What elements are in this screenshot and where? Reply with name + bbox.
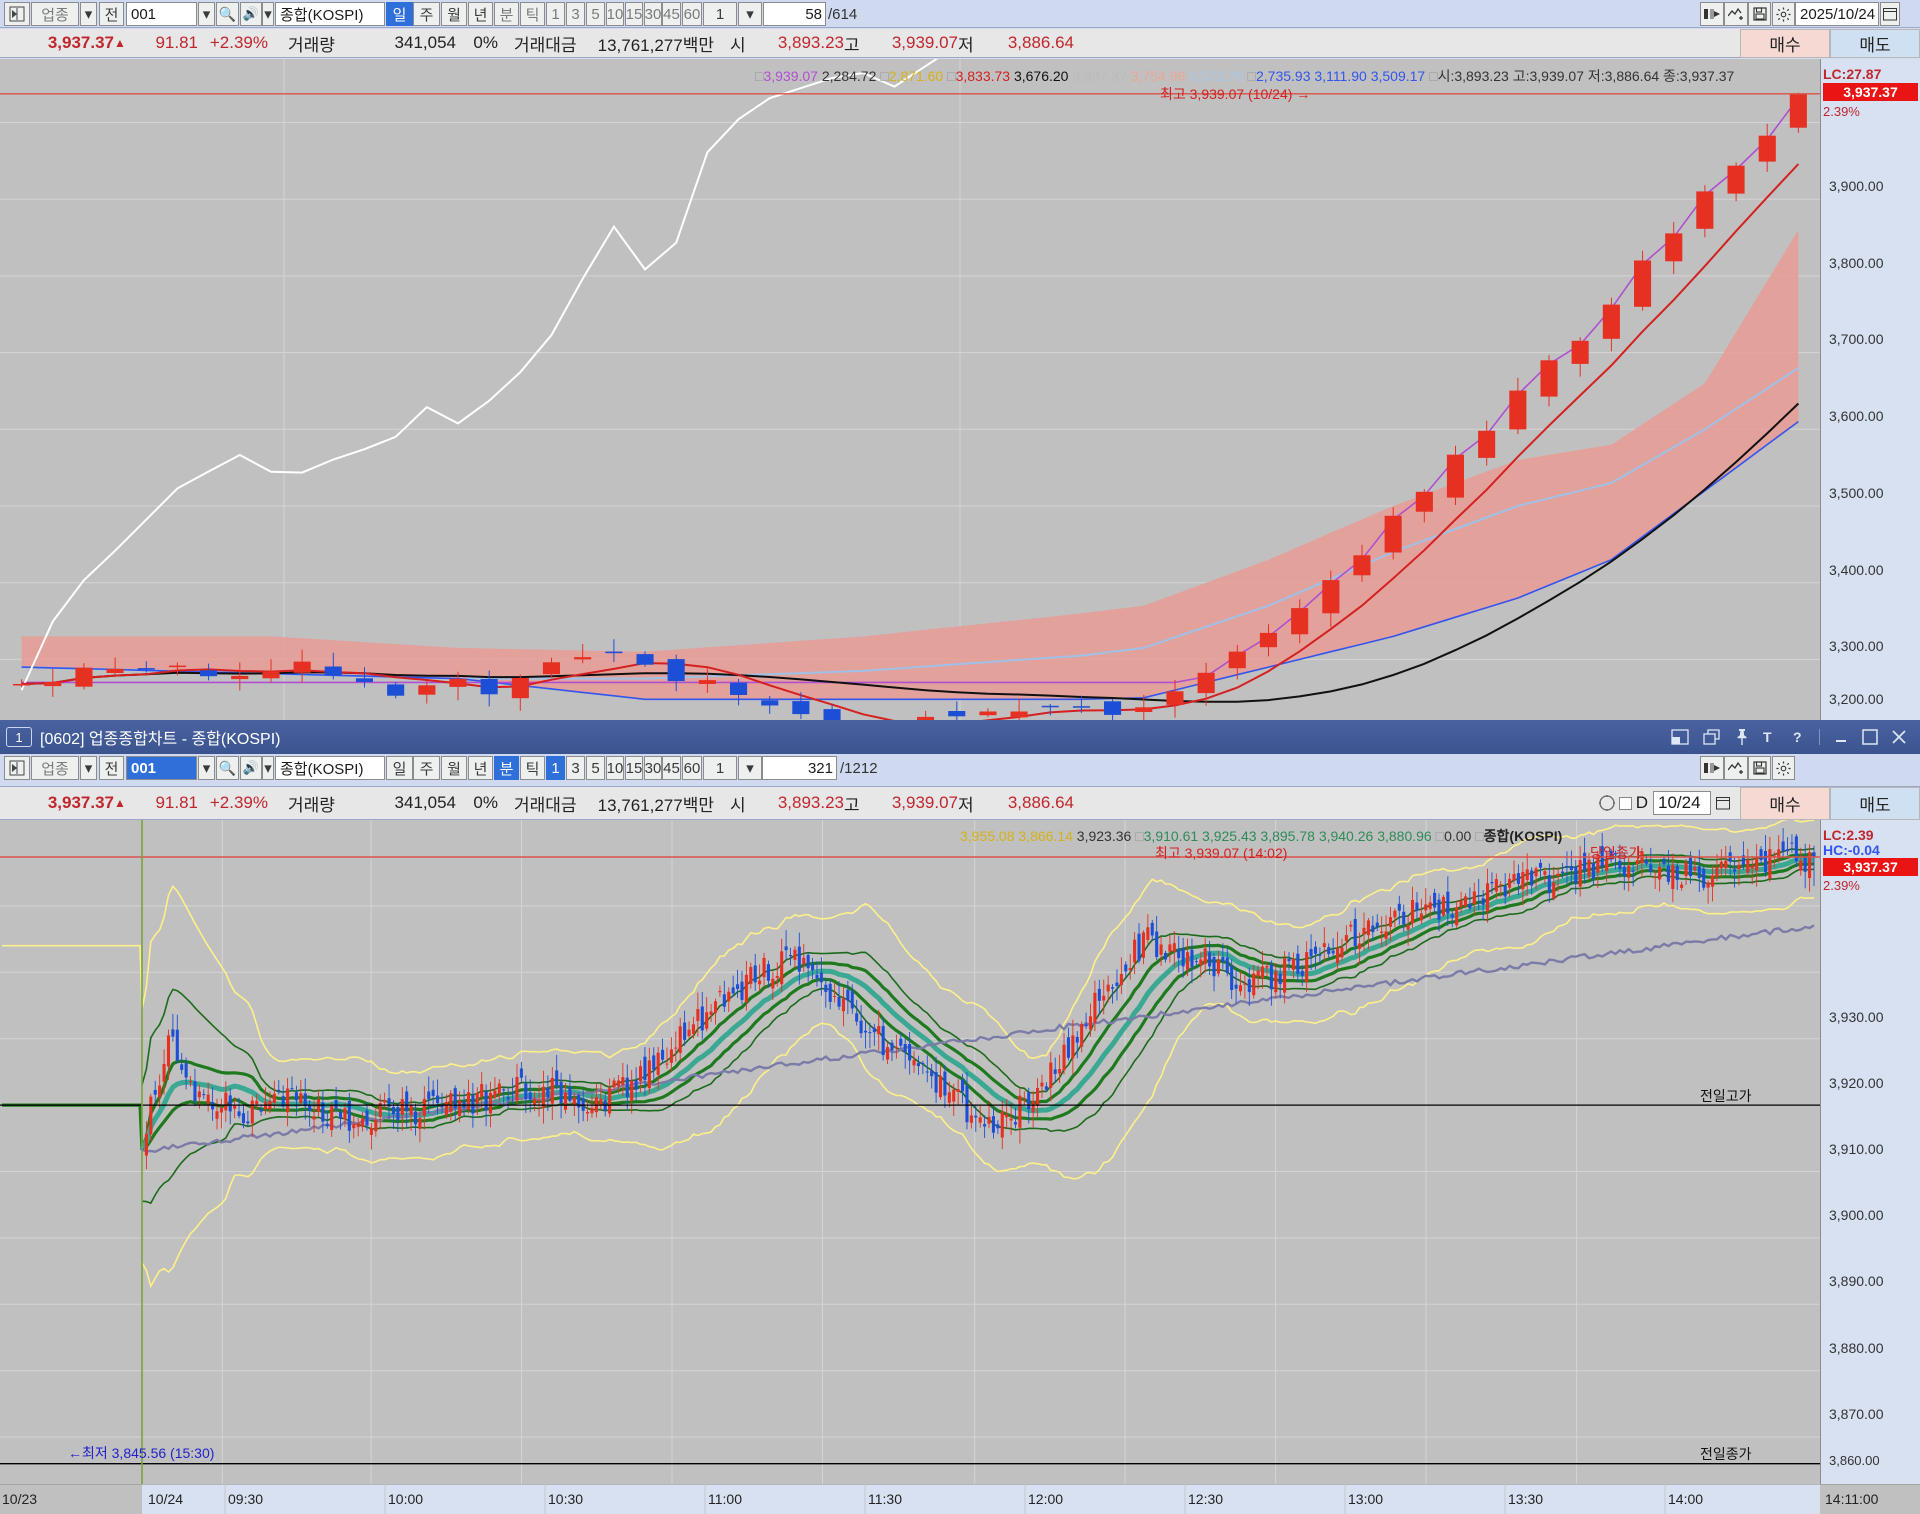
svg-text:3,700.00: 3,700.00	[1829, 331, 1884, 347]
svg-text:10/24: 10/24	[148, 1491, 183, 1507]
svg-text:11:00: 11:00	[708, 1491, 742, 1507]
svg-text:13:30: 13:30	[1508, 1491, 1543, 1507]
svg-text:3,860.00: 3,860.00	[1829, 1453, 1880, 1468]
svg-text:3,200.00: 3,200.00	[1829, 691, 1884, 707]
svg-text:14:11:00: 14:11:00	[1825, 1491, 1879, 1507]
svg-text:13:00: 13:00	[1348, 1491, 1383, 1507]
svg-text:12:30: 12:30	[1188, 1491, 1223, 1507]
svg-text:3,900.00: 3,900.00	[1829, 178, 1884, 194]
svg-text:11:30: 11:30	[868, 1491, 902, 1507]
svg-text:14:00: 14:00	[1668, 1491, 1703, 1507]
svg-text:전일고가: 전일고가	[1700, 1088, 1752, 1104]
svg-text:3,400.00: 3,400.00	[1829, 562, 1884, 578]
svg-text:3,880.00: 3,880.00	[1829, 1340, 1884, 1356]
svg-text:10:30: 10:30	[548, 1491, 583, 1507]
svg-text:?: ?	[1793, 729, 1802, 745]
svg-text:3,870.00: 3,870.00	[1829, 1406, 1884, 1422]
svg-text:3,900.00: 3,900.00	[1829, 1207, 1884, 1223]
svg-text:T: T	[1763, 729, 1772, 745]
svg-text:3,800.00: 3,800.00	[1829, 255, 1884, 271]
svg-text:3,920.00: 3,920.00	[1829, 1075, 1884, 1091]
svg-text:3,600.00: 3,600.00	[1829, 408, 1884, 424]
svg-text:09:30: 09:30	[228, 1491, 263, 1507]
svg-text:3,890.00: 3,890.00	[1829, 1273, 1884, 1289]
svg-text:3,930.00: 3,930.00	[1829, 1009, 1884, 1025]
svg-text:12:00: 12:00	[1028, 1491, 1063, 1507]
svg-text:10/23: 10/23	[2, 1491, 37, 1507]
svg-text:3,910.00: 3,910.00	[1829, 1141, 1884, 1157]
svg-text:3,300.00: 3,300.00	[1829, 638, 1884, 654]
svg-text:3,500.00: 3,500.00	[1829, 485, 1884, 501]
svg-text:10:00: 10:00	[388, 1491, 423, 1507]
svg-text:전일종가: 전일종가	[1700, 1446, 1752, 1462]
